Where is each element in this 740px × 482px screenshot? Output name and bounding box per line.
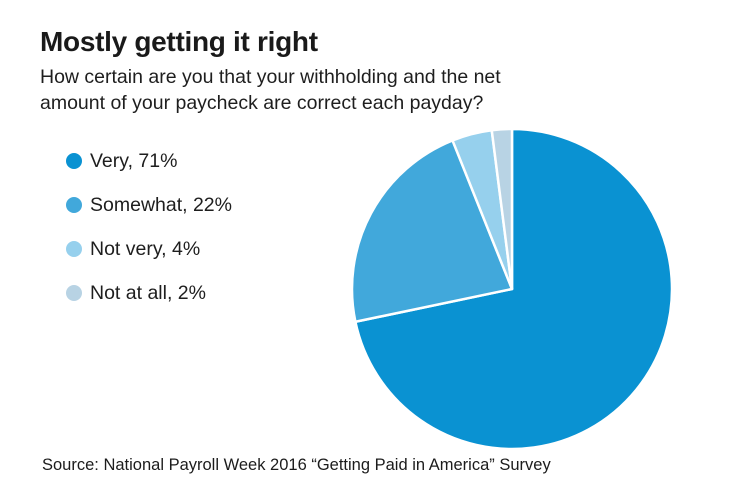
legend-dot-very-icon — [66, 153, 82, 169]
legend-item-not-at-all: Not at all, 2% — [66, 281, 232, 305]
chart-subtitle: How certain are you that your withholdin… — [40, 64, 501, 116]
pie-chart — [347, 124, 677, 454]
legend-dot-not-very-icon — [66, 241, 82, 257]
legend: Very, 71% Somewhat, 22% Not very, 4% Not… — [66, 149, 232, 305]
chart-subtitle-line-2: amount of your paycheck are correct each… — [40, 92, 484, 114]
pie-chart-svg — [350, 127, 674, 451]
legend-label-somewhat: Somewhat, 22% — [90, 193, 232, 216]
legend-item-very: Very, 71% — [66, 149, 232, 173]
legend-item-somewhat: Somewhat, 22% — [66, 193, 232, 217]
legend-item-not-very: Not very, 4% — [66, 237, 232, 261]
source-credit: Source: National Payroll Week 2016 “Gett… — [42, 456, 551, 474]
pie-slice-very — [354, 127, 674, 451]
legend-label-not-very: Not very, 4% — [90, 237, 201, 260]
pie-slice-somewhat — [350, 139, 514, 324]
legend-label-very: Very, 71% — [90, 149, 178, 172]
chart-subtitle-line-1: How certain are you that your withholdin… — [40, 66, 501, 88]
chart-title: Mostly getting it right — [40, 26, 318, 57]
legend-dot-not-at-all-icon — [66, 285, 82, 301]
legend-label-not-at-all: Not at all, 2% — [90, 281, 206, 304]
pie-slice-not-at-all — [490, 127, 514, 291]
legend-dot-somewhat-icon — [66, 197, 82, 213]
